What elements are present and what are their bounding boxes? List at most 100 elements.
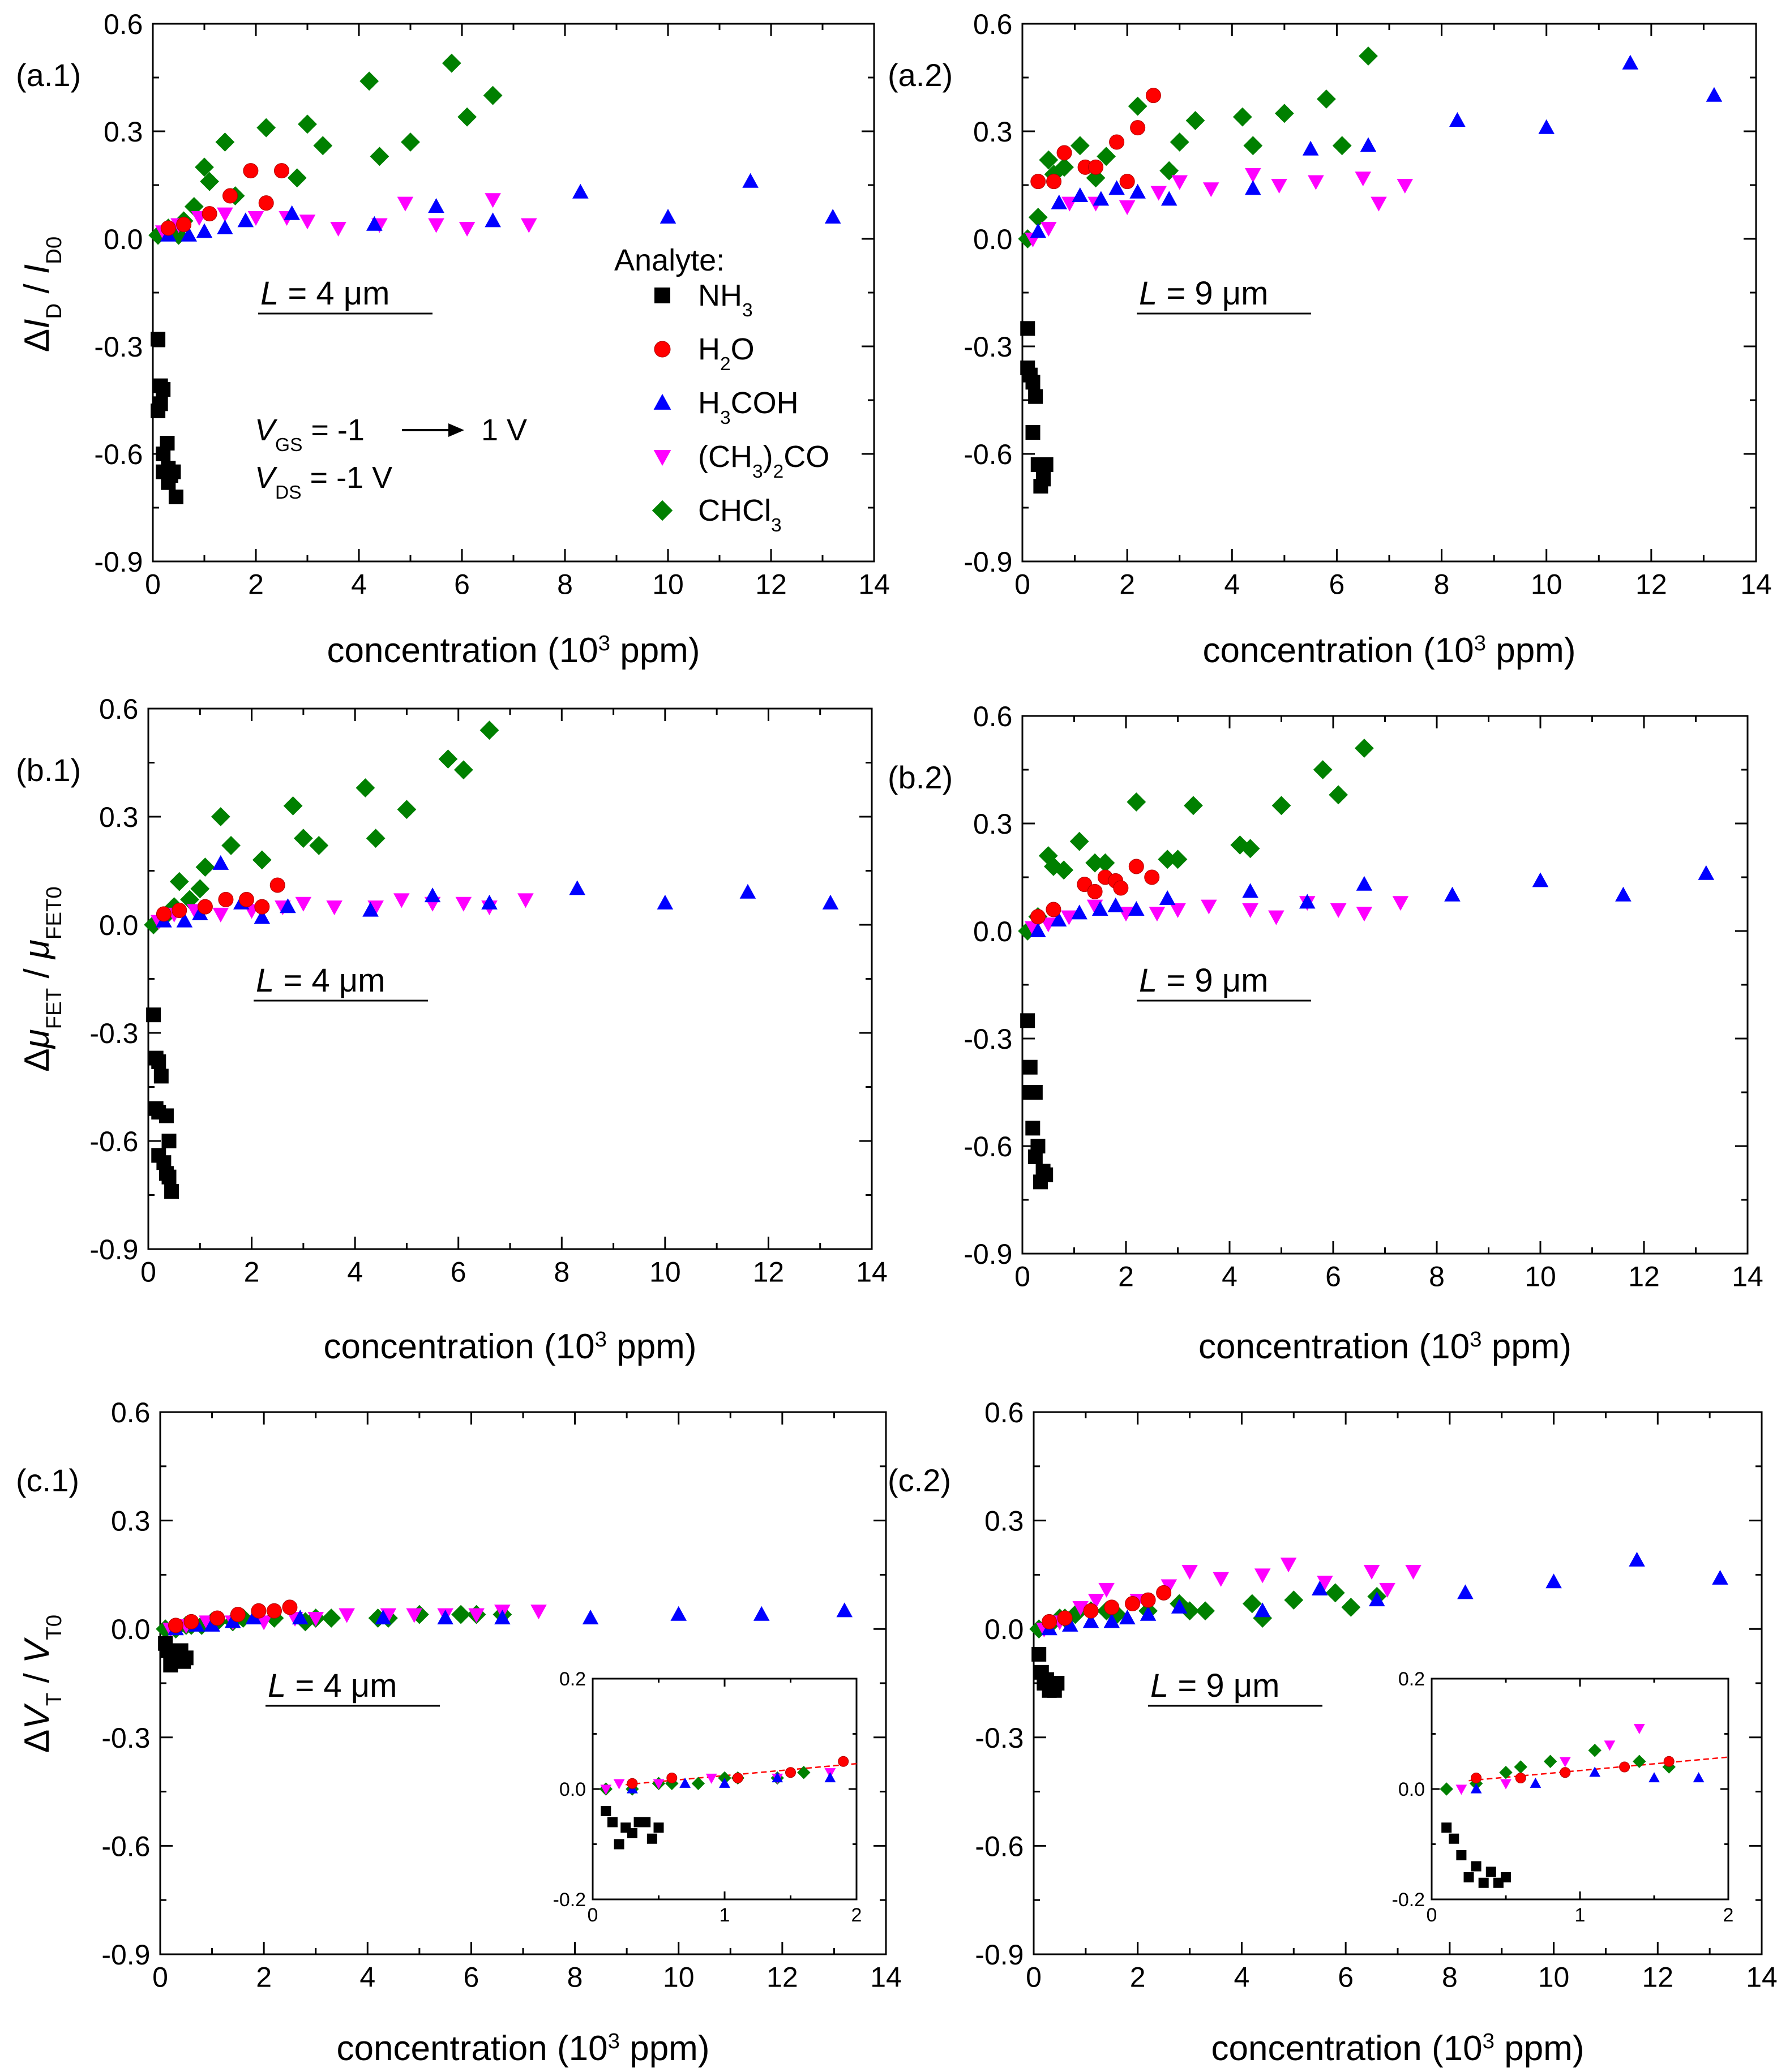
y-axis-label-row_c: ΔVT / VT0 [18,1615,66,1753]
panel-c2-point-chcl3 [1325,1583,1345,1603]
x-axis-label: concentration (103 ppm) [1211,2029,1585,2069]
panel-b1-point-chcl3 [252,850,272,870]
panel-b2-point-chcl3 [1329,785,1348,805]
panel-b2-xtick-label: 8 [1429,1261,1445,1293]
panel-a2-point-meoh [1360,137,1377,152]
inset-c1-point-meoh [824,1772,836,1783]
panel-a2-point-nh3 [1025,375,1040,390]
inset-c2-point-acetone [1633,1724,1645,1735]
panel-b1-ytick-label: 0.0 [99,910,139,941]
panel-c2-xtick-label: 4 [1234,1962,1250,1993]
panel-a2-point-acetone [1150,186,1167,201]
inset-c1-point-h2o [627,1778,638,1789]
panel-c2-point-acetone [1379,1582,1395,1598]
panel-b2-xtick-label: 4 [1222,1261,1238,1293]
panel-a1-point-meoh [366,216,383,231]
panel-a2-point-chcl3 [1274,104,1294,123]
panel-b2-frame [1021,715,1749,1255]
annotation-length-b2: L = 9 μm [1139,962,1268,999]
panel-a2-xtick-label: 14 [1740,569,1772,600]
panel-a2-point-acetone [1371,196,1387,212]
panel-b1-point-chcl3 [283,796,303,816]
panel-b1-point-chcl3 [169,872,189,891]
inset-c2-point-nh3 [1441,1822,1452,1833]
panel-c2-point-meoh [1311,1580,1328,1595]
panel-b2-point-chcl3 [1158,850,1177,869]
panel-a2-ytick-label: 0.0 [973,224,1013,255]
inset-c2-point-meoh [1470,1783,1482,1794]
inset-c2-point-chcl3 [1633,1754,1646,1768]
inset-c1: 0 1 2 0.2 0.0 -0.2 [553,1668,862,1926]
panel-b2-point-acetone [1268,910,1284,925]
inset-c1-point-meoh [772,1772,783,1783]
panel-a2-point-meoh [1449,112,1466,127]
panel-a1-point-meoh [284,205,300,220]
legend-label-h2o: H2O [698,332,755,375]
panel-a2-point-chcl3 [1232,107,1252,127]
panel-c2-point-meoh [1254,1602,1271,1618]
panel-a1-point-meoh [181,226,197,242]
inset-c2-point-acetone [1500,1779,1511,1790]
panel-a2-point-meoh [1129,183,1146,199]
panel-a1-point-acetone [397,196,414,212]
panel-a1-point-meoh [237,212,254,228]
panel-a1-point-chcl3 [195,157,214,177]
panel-b2-point-acetone [1149,907,1166,922]
panel-a2-point-chcl3 [1039,150,1059,170]
panel-b1-point-h2o [218,891,234,907]
y-axis-label-row_b: ΔμFET / μFET0 [18,886,66,1072]
legend-marker-meoh [653,393,671,410]
panel-a2-point-h2o [1130,120,1146,136]
panel-b2-point-chcl3 [1095,853,1115,873]
panel-c2-point-acetone [1405,1564,1421,1580]
inset-c2-point-h2o [1663,1756,1675,1767]
inset-fit-line [626,1762,857,1786]
inset-c1-ytick-label: 0.0 [559,1779,586,1800]
panel-a2-point-meoh [1622,54,1639,70]
panel-a1-point-nh3 [156,382,171,397]
panel-b2-point-meoh [1050,912,1067,927]
panel-a1-point-acetone [459,221,476,237]
inset-c1-point-acetone [600,1784,612,1795]
panel-a2-point-chcl3 [1185,111,1205,130]
y-axis-label: ΔμFET / μFET0 [18,886,66,1072]
legend-marker-h2o [654,341,671,358]
panel-b2-point-chcl3 [1127,792,1146,812]
panel-a1-point-chcl3 [442,53,461,73]
panel-b1-ytick-label: -0.6 [89,1126,138,1157]
panel-a2-point-h2o [1109,134,1125,150]
panel-a2-ytick-label: -0.6 [964,439,1012,470]
panel-b1-point-acetone [326,900,342,916]
panel-b1-point-chcl3 [438,749,458,769]
panel-a1-point-nh3 [161,475,176,490]
panel-b1-point-h2o [269,877,285,893]
panel-c1-xtick-label: 14 [870,1962,902,1993]
panel-b2-point-nh3 [1022,1059,1038,1075]
panel-a2-point-chcl3 [1018,229,1038,248]
panel-a1-xtick-label: 2 [248,569,264,600]
panel-a1-point-chcl3 [298,114,317,134]
panel-a2-point-chcl3 [1159,161,1179,181]
panel-a2-point-nh3 [1038,457,1054,472]
panel-b1-xtick-label: 14 [856,1256,888,1288]
panel-b2-point-meoh [1615,886,1632,902]
panel-b2-xtick-label: 0 [1014,1261,1030,1293]
panel-b2-point-meoh [1698,865,1715,880]
panel-c2-ytick-label: 0.3 [984,1505,1024,1537]
panel-c2-point-chcl3 [1196,1601,1215,1621]
panel-b2-xtick-label: 6 [1325,1261,1341,1293]
panel-a2-xtick-label: 12 [1635,569,1667,600]
inset-c2-point-nh3 [1501,1872,1511,1882]
panel-a2-point-chcl3 [1028,208,1048,227]
panel-b2-point-acetone [1170,903,1186,918]
panel-a2-point-nh3 [1020,321,1035,336]
panel-b1-point-nh3 [159,1108,174,1123]
panel-b2-point-meoh [1128,901,1145,916]
panel-b2-point-acetone [1330,903,1347,918]
panel-a1-ytick-label: -0.9 [94,546,143,578]
legend-label-chcl3: CHCl3 [698,494,782,536]
panel-a2-ytick-label: 0.6 [973,8,1013,40]
inset-c2-point-meoh [1693,1772,1705,1783]
panel-c2-point-nh3 [1050,1676,1065,1691]
bias-vds: VDS = -1 V [255,461,392,503]
